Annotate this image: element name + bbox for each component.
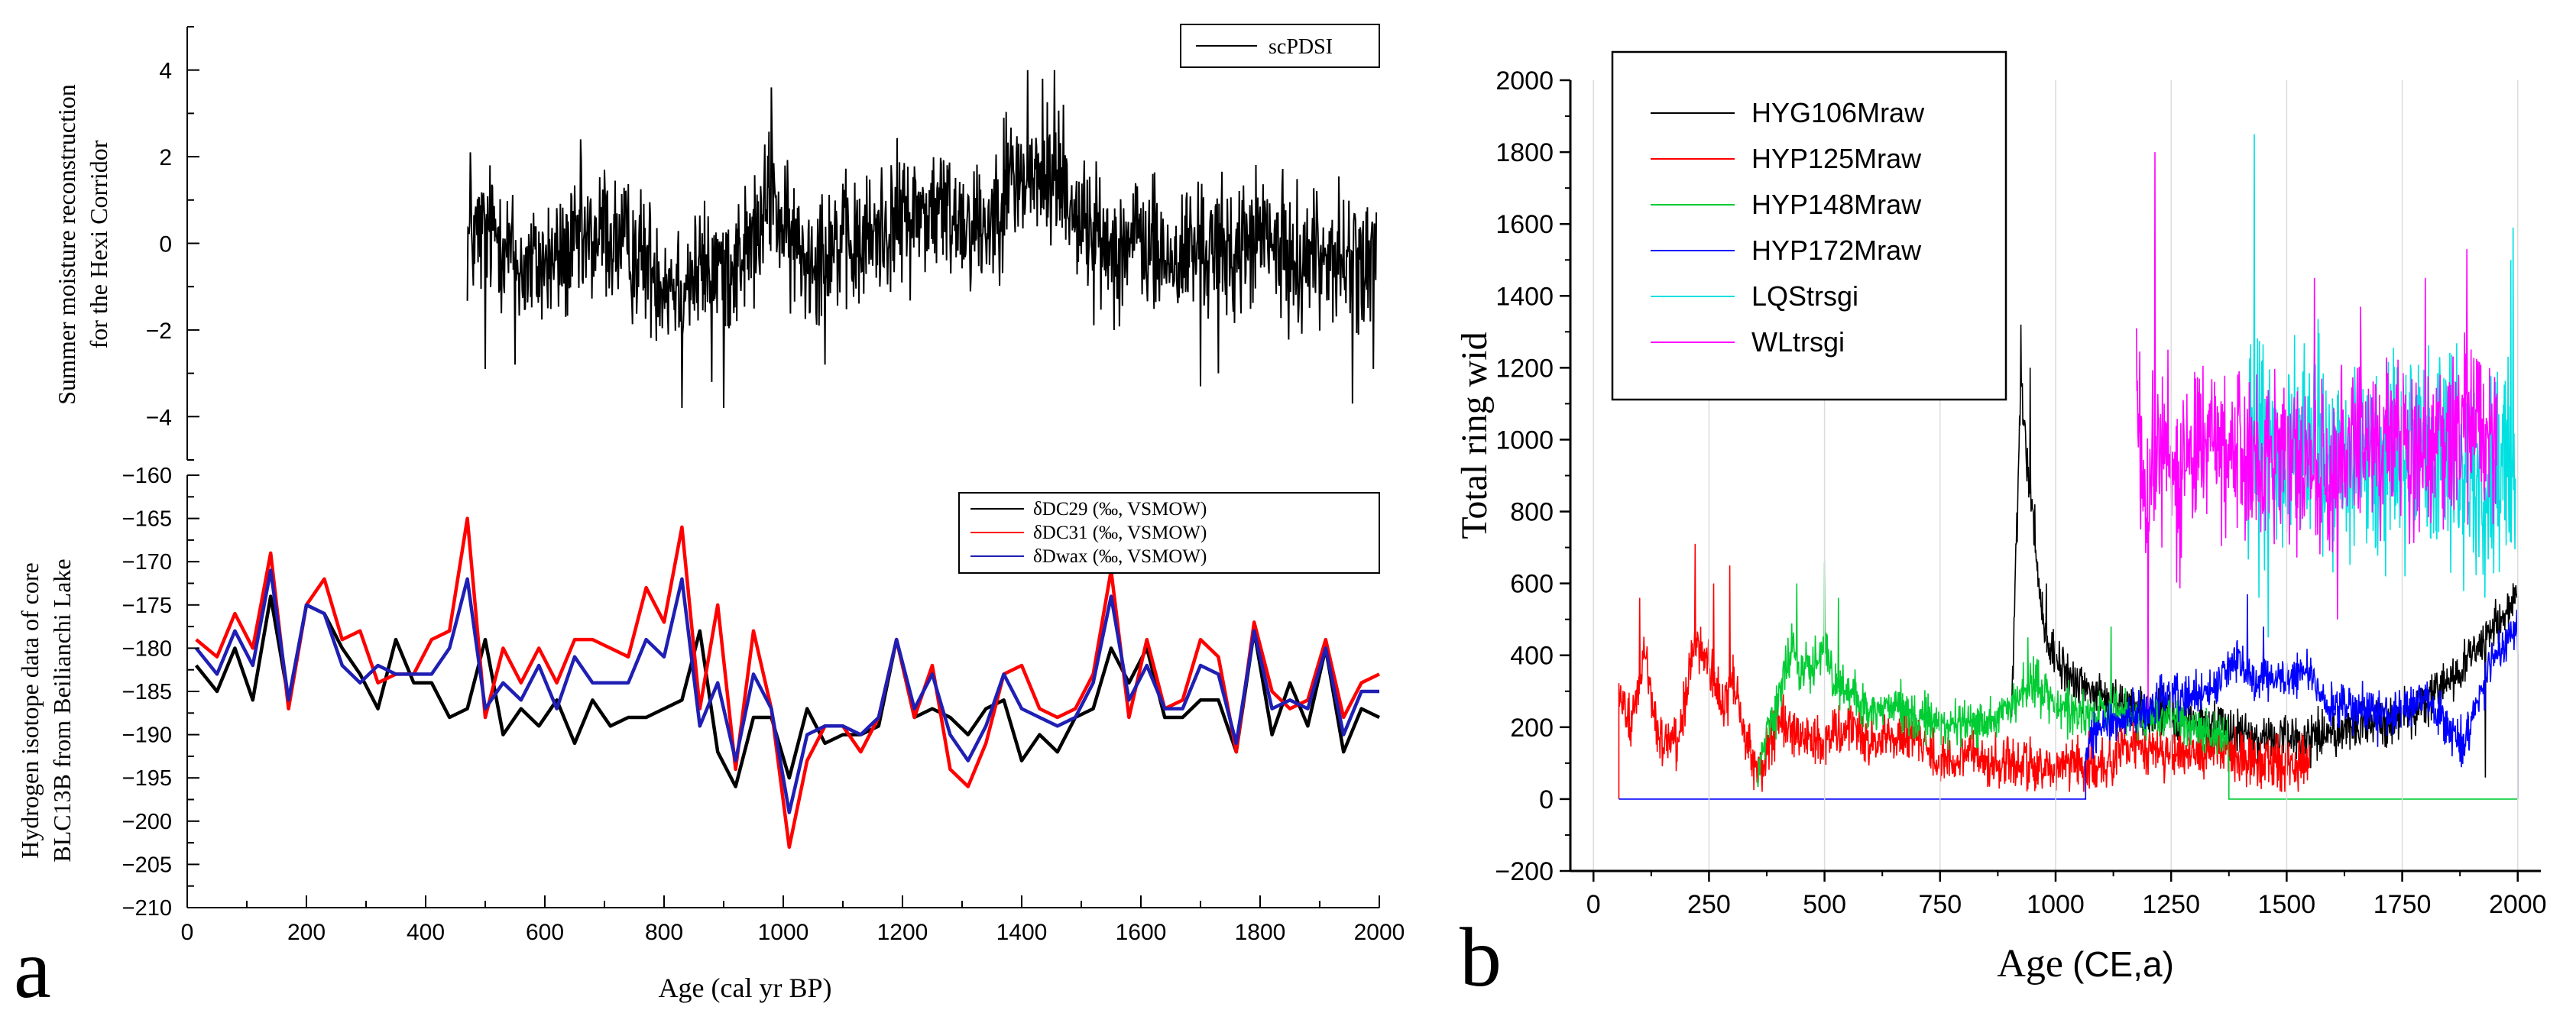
y-tick-label: 1400 <box>1495 282 1554 311</box>
y-tick-label: −200 <box>1495 857 1554 886</box>
y-tick-label: 600 <box>1510 570 1554 599</box>
x-tick-label: 800 <box>645 920 683 945</box>
y-tick-label: −210 <box>122 896 172 921</box>
panel-a-top-chart: −4 −2 0 2 4 scPDSI Summer moisture reconstru… <box>53 24 1380 461</box>
x-tick-label: 600 <box>526 920 564 945</box>
series-dc29-vsmow <box>194 594 1380 788</box>
scpdsi-series-group <box>466 70 1378 409</box>
legend-label-ddwax: δDwax (‰, VSMOW) <box>1033 546 1207 567</box>
y-tick-label: 2000 <box>1495 66 1554 96</box>
x-axis-label: Age (cal yr BP) <box>659 973 832 1003</box>
series-scpdsi <box>466 70 1378 409</box>
series-dwax-vsmow <box>194 568 1379 814</box>
x-tick-label: 1400 <box>996 920 1048 945</box>
panel-a-bottom-axes: −210 −205 −200 −195 −190 −185 −180 −175 −170 −165… <box>122 464 1405 945</box>
y-tick-label: 200 <box>1510 714 1554 743</box>
y-tick-label: −180 <box>122 636 172 661</box>
x-tick-label: 200 <box>287 920 326 945</box>
y-axis-label-line1: Hydrogen isotope data of core <box>16 562 44 858</box>
series-wltrsgi <box>2136 152 2498 710</box>
panel-label-b: b <box>1460 911 1502 1004</box>
y-tick-label: −200 <box>122 810 172 834</box>
x-tick-label: 400 <box>407 920 445 945</box>
x-tick-label: 750 <box>1918 890 1962 919</box>
legend-label-ddc31: δDC31 (‰, VSMOW) <box>1033 523 1207 543</box>
y-axis-label: Total ring wid <box>1454 332 1495 539</box>
y-axis-label-line2: BLC13B from Beilianchi Lake <box>48 558 76 862</box>
legend-label-hyp148mraw: HYP148Mraw <box>1751 189 1922 220</box>
x-tick-label: 2000 <box>2489 890 2547 919</box>
y-tick-label: −175 <box>122 594 172 618</box>
legend-label-wltrsgi: WLtrsgi <box>1751 326 1845 358</box>
x-tick-label: 500 <box>1803 890 1846 919</box>
y-tick-label: 400 <box>1510 642 1554 671</box>
panel-a-top-legend: scPDSI <box>1180 24 1380 68</box>
y-tick-label: −2 <box>146 319 172 344</box>
legend-label-lqstrsgi: LQStrsgi <box>1751 280 1858 312</box>
x-tick-label: 1200 <box>877 920 928 945</box>
series-hyp148mraw <box>1757 562 2518 800</box>
x-tick-label: 1000 <box>758 920 809 945</box>
y-tick-label: −205 <box>122 853 172 877</box>
x-tick-label: 1500 <box>2258 890 2316 919</box>
panel-b-axes: −200 0 200 400 600 800 1000 1200 1400 1600 1800 200… <box>1495 66 2546 919</box>
x-axis-label: Age <box>1997 942 2063 986</box>
y-tick-label: 1000 <box>1495 426 1554 455</box>
legend-label-scpdsi: scPDSI <box>1269 35 1333 59</box>
y-tick-label: −190 <box>122 724 172 748</box>
panel-a-top-axes: −4 −2 0 2 4 <box>146 26 199 461</box>
panel-b-legend: HYG106Mraw HYP125Mraw HYP148Mraw HYP172M… <box>1611 50 2007 401</box>
x-tick-label: 1250 <box>2142 890 2200 919</box>
legend-label-hyp125mraw: HYP125Mraw <box>1751 143 1922 174</box>
legend-label-hyg106mraw: HYG106Mraw <box>1751 97 1925 128</box>
y-tick-label: −170 <box>122 550 172 575</box>
x-tick-label: 1800 <box>1235 920 1286 945</box>
y-axis-label-line1: Summer moisture reconstruction <box>53 84 80 404</box>
y-tick-label: −195 <box>122 766 172 791</box>
x-tick-label: 2000 <box>1354 920 1405 945</box>
y-tick-label: −4 <box>146 405 172 430</box>
panel-a-bottom-legend: δDC29 (‰, VSMOW) δDC31 (‰, VSMOW) δDwax … <box>958 492 1380 574</box>
y-tick-label: 2 <box>159 145 172 170</box>
isotope-series-group <box>194 516 1380 850</box>
panel-b-chart: −200 0 200 400 600 800 1000 1200 1400 1600 1800 200… <box>1454 50 2547 1004</box>
y-tick-label: 0 <box>159 232 172 257</box>
y-tick-label: 800 <box>1510 498 1554 527</box>
legend-label-hyp172mraw: HYP172Mraw <box>1751 235 1922 266</box>
panel-a-bottom-chart: −210 −205 −200 −195 −190 −185 −180 −175 −170 −165… <box>14 464 1405 1015</box>
x-tick-label: 1750 <box>2373 890 2432 919</box>
y-axis-label-line2: for the Hexi Corridor <box>85 140 112 348</box>
x-tick-label: 0 <box>1586 890 1601 919</box>
y-tick-label: −165 <box>122 507 172 532</box>
x-tick-label: 0 <box>181 920 194 945</box>
legend-box <box>958 492 1380 574</box>
x-tick-label: 1600 <box>1116 920 1167 945</box>
y-tick-label: −185 <box>122 680 172 704</box>
x-tick-label: 1000 <box>2027 890 2085 919</box>
series-hyp172mraw <box>1619 594 2519 800</box>
x-axis-unit: (CE,a) <box>2072 944 2174 984</box>
x-tick-label: 250 <box>1687 890 1731 919</box>
ring-width-series-group <box>1618 134 2519 800</box>
y-tick-label: −160 <box>122 464 172 488</box>
panel-label-a: a <box>14 922 51 1015</box>
y-tick-label: 4 <box>159 59 172 84</box>
y-tick-label: 1600 <box>1495 210 1554 239</box>
y-tick-label: 1800 <box>1495 138 1554 167</box>
y-tick-label: 1200 <box>1495 354 1554 383</box>
series-hyp125mraw <box>1618 543 2311 799</box>
legend-label-ddc29: δDC29 (‰, VSMOW) <box>1033 499 1207 520</box>
y-tick-label: 0 <box>1539 785 1554 814</box>
